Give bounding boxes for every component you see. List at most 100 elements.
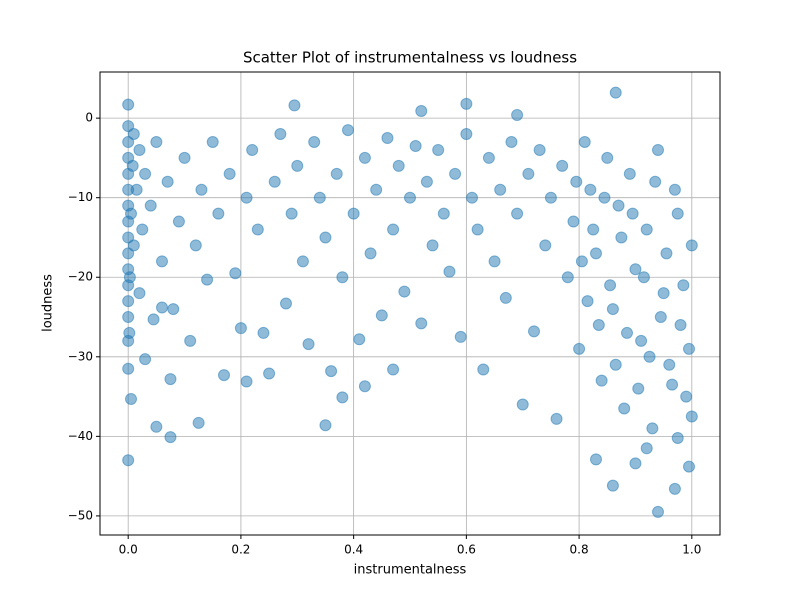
point (415, 317, 428, 330)
point (494, 183, 507, 196)
point (626, 207, 639, 220)
chart-title: Scatter Plot of instrumentalness vs loud… (243, 49, 577, 67)
point (522, 167, 535, 180)
point (122, 362, 135, 375)
point (590, 453, 602, 466)
point (629, 457, 642, 470)
point (606, 303, 619, 316)
point (125, 207, 137, 220)
point (575, 255, 588, 268)
point (296, 255, 309, 268)
point (415, 104, 428, 117)
point (212, 207, 225, 220)
point (313, 191, 326, 204)
point (167, 303, 180, 316)
point (125, 392, 137, 405)
point (342, 124, 354, 137)
point (172, 215, 185, 228)
point (528, 325, 540, 338)
point (443, 265, 456, 278)
point (126, 159, 139, 172)
point (539, 239, 552, 252)
point (657, 287, 670, 300)
point (347, 207, 360, 220)
point (130, 183, 143, 196)
point (144, 199, 157, 212)
point (680, 390, 693, 403)
y-tick-label: −40 (68, 429, 93, 443)
point (556, 159, 569, 172)
point (156, 301, 168, 314)
point (336, 391, 349, 404)
point (178, 151, 191, 164)
point (189, 239, 202, 252)
point (674, 318, 687, 331)
point (192, 416, 205, 429)
y-tick-label: −30 (68, 349, 93, 363)
point (432, 143, 445, 156)
point (319, 419, 332, 432)
point (122, 454, 135, 467)
y-tick-label: −10 (68, 190, 93, 204)
point (570, 175, 583, 188)
point (246, 143, 259, 156)
point (581, 295, 594, 308)
point (263, 367, 276, 380)
point (511, 207, 524, 220)
point (499, 291, 512, 304)
x-tick-label: 0.4 (344, 543, 363, 557)
point (336, 271, 349, 284)
point (387, 223, 400, 236)
point (127, 128, 140, 141)
point (477, 363, 490, 376)
point (364, 247, 377, 260)
x-axis-label: instrumentalness (354, 563, 467, 578)
point (133, 287, 146, 300)
point (587, 223, 600, 236)
point (150, 136, 163, 149)
point (652, 143, 664, 156)
point (601, 151, 614, 164)
point (147, 313, 160, 326)
point (666, 378, 679, 391)
point (330, 167, 343, 180)
point (234, 322, 247, 335)
point (164, 431, 177, 444)
point (612, 199, 625, 212)
point (229, 267, 242, 280)
point (544, 191, 557, 204)
point (127, 239, 140, 252)
point (122, 98, 135, 111)
point (123, 326, 136, 339)
point (223, 167, 236, 180)
point (649, 175, 662, 188)
point (268, 175, 281, 188)
point (437, 207, 450, 220)
point (319, 231, 332, 244)
x-tick-label: 0.8 (570, 543, 589, 557)
point (567, 215, 580, 228)
point (164, 373, 177, 386)
point (308, 136, 321, 149)
point (387, 363, 400, 376)
point (426, 239, 439, 252)
point (218, 369, 230, 382)
point (668, 183, 681, 196)
point (288, 99, 301, 112)
point (150, 420, 163, 433)
point (652, 505, 664, 518)
point (274, 128, 287, 141)
point (398, 285, 411, 298)
point (370, 183, 383, 196)
point (584, 183, 597, 196)
point (646, 422, 659, 435)
point (122, 311, 135, 324)
point (637, 271, 650, 284)
point (482, 151, 495, 164)
point (285, 207, 298, 220)
point (123, 271, 136, 284)
point (392, 159, 405, 172)
x-tick-label: 0.2 (231, 543, 250, 557)
point (677, 279, 690, 292)
